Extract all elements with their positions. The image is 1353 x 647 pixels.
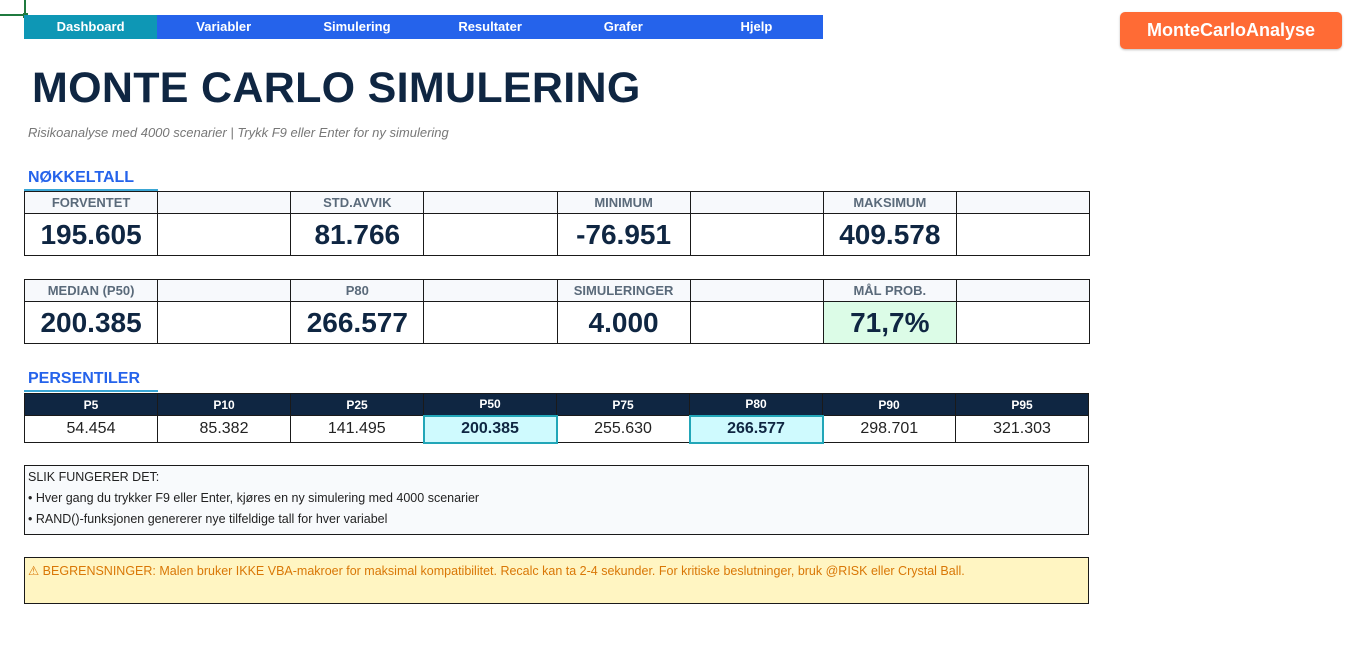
cell-cursor-horizontal bbox=[0, 14, 26, 16]
percentile-value-p80[interactable]: 266.577 bbox=[688, 414, 824, 444]
kpi-label-p80: P80 bbox=[290, 279, 425, 302]
top-navigation: Dashboard Variabler Simulering Resultate… bbox=[24, 15, 823, 39]
section-title-nokkeltall: NØKKELTALL bbox=[24, 169, 158, 191]
percentile-header-p50: P50 bbox=[423, 393, 557, 416]
kpi-label-forventet: FORVENTET bbox=[23, 191, 159, 214]
percentile-value-p95[interactable]: 321.303 bbox=[955, 415, 1089, 443]
nav-tab-dashboard[interactable]: Dashboard bbox=[24, 15, 158, 39]
kpi-spacer-cell[interactable] bbox=[955, 279, 1091, 302]
limitations-warning-box[interactable]: ⚠ BEGRENSNINGER: Malen bruker IKKE VBA-m… bbox=[24, 557, 1089, 604]
kpi-label-minimum: MINIMUM bbox=[556, 191, 691, 214]
kpi-spacer-cell[interactable] bbox=[157, 301, 292, 344]
kpi-spacer-cell[interactable] bbox=[689, 213, 824, 256]
app-name-badge[interactable]: MonteCarloAnalyse bbox=[1120, 12, 1342, 49]
kpi-spacer-cell[interactable] bbox=[423, 191, 558, 214]
warning-text: ⚠ BEGRENSNINGER: Malen bruker IKKE VBA-m… bbox=[28, 564, 965, 578]
percentile-value-p5[interactable]: 54.454 bbox=[24, 415, 158, 443]
kpi-label-mal-prob: MÅL PROB. bbox=[822, 279, 957, 302]
kpi-spacer-cell[interactable] bbox=[157, 191, 292, 214]
nav-tab-simulering[interactable]: Simulering bbox=[323, 19, 391, 34]
kpi-label-median: MEDIAN (P50) bbox=[23, 279, 159, 302]
kpi-table-row-2: MEDIAN (P50) P80 SIMULERINGER MÅL PROB. … bbox=[23, 279, 1091, 344]
page-subtitle: Risikoanalyse med 4000 scenarier | Trykk… bbox=[28, 125, 449, 140]
how-it-works-line: • Hver gang du trykker F9 eller Enter, k… bbox=[28, 491, 480, 505]
kpi-table-row-1: FORVENTET STD.AVVIK MINIMUM MAKSIMUM 195… bbox=[23, 191, 1091, 256]
kpi-value-simuleringer[interactable]: 4.000 bbox=[556, 301, 691, 344]
percentile-header-p25: P25 bbox=[290, 393, 424, 416]
page-title: MONTE CARLO SIMULERING bbox=[32, 64, 641, 112]
nav-tab-resultater[interactable]: Resultater bbox=[458, 19, 522, 34]
percentile-table: P5 P10 P25 P50 P75 P80 P90 P95 54.454 85… bbox=[24, 393, 1089, 444]
kpi-label-std-avvik: STD.AVVIK bbox=[290, 191, 425, 214]
kpi-spacer-cell[interactable] bbox=[423, 279, 558, 302]
percentile-header-p10: P10 bbox=[157, 393, 291, 416]
how-it-works-line: • RAND()-funksjonen genererer nye tilfel… bbox=[28, 512, 388, 526]
kpi-spacer-cell[interactable] bbox=[689, 279, 824, 302]
percentile-value-p90[interactable]: 298.701 bbox=[822, 415, 956, 443]
kpi-value-maksimum[interactable]: 409.578 bbox=[822, 213, 957, 256]
kpi-spacer-cell[interactable] bbox=[689, 301, 824, 344]
kpi-spacer-cell[interactable] bbox=[689, 191, 824, 214]
percentile-value-p75[interactable]: 255.630 bbox=[556, 415, 690, 443]
percentile-header-p95: P95 bbox=[955, 393, 1089, 416]
kpi-spacer-cell[interactable] bbox=[955, 191, 1091, 214]
kpi-value-forventet[interactable]: 195.605 bbox=[23, 213, 159, 256]
kpi-spacer-cell[interactable] bbox=[423, 301, 558, 344]
kpi-value-median[interactable]: 200.385 bbox=[23, 301, 159, 344]
percentile-value-p25[interactable]: 141.495 bbox=[290, 415, 424, 443]
cell-cursor-vertical bbox=[24, 0, 26, 18]
kpi-value-p80[interactable]: 266.577 bbox=[290, 301, 425, 344]
kpi-spacer-cell[interactable] bbox=[955, 301, 1091, 344]
kpi-spacer-cell[interactable] bbox=[157, 279, 292, 302]
kpi-spacer-cell[interactable] bbox=[955, 213, 1091, 256]
kpi-spacer-cell[interactable] bbox=[157, 213, 292, 256]
percentile-header-p80: P80 bbox=[689, 393, 823, 416]
percentile-value-p10[interactable]: 85.382 bbox=[157, 415, 291, 443]
section-title-persentiler: PERSENTILER bbox=[24, 370, 158, 392]
percentile-header-p75: P75 bbox=[556, 393, 690, 416]
how-it-works-box[interactable]: SLIK FUNGERER DET: • Hver gang du trykke… bbox=[24, 465, 1089, 535]
percentile-header-p90: P90 bbox=[822, 393, 956, 416]
kpi-spacer-cell[interactable] bbox=[423, 213, 558, 256]
kpi-label-simuleringer: SIMULERINGER bbox=[556, 279, 691, 302]
nav-tab-variabler[interactable]: Variabler bbox=[196, 19, 252, 34]
kpi-value-std-avvik[interactable]: 81.766 bbox=[290, 213, 425, 256]
percentile-header-p5: P5 bbox=[24, 393, 158, 416]
kpi-value-mal-prob[interactable]: 71,7% bbox=[822, 301, 957, 344]
nav-tab-grafer[interactable]: Grafer bbox=[603, 19, 643, 34]
nav-tab-hjelp[interactable]: Hjelp bbox=[740, 19, 773, 34]
kpi-value-minimum[interactable]: -76.951 bbox=[556, 213, 691, 256]
kpi-label-maksimum: MAKSIMUM bbox=[822, 191, 957, 214]
how-it-works-title: SLIK FUNGERER DET: bbox=[28, 470, 160, 484]
percentile-value-p50[interactable]: 200.385 bbox=[422, 414, 558, 444]
